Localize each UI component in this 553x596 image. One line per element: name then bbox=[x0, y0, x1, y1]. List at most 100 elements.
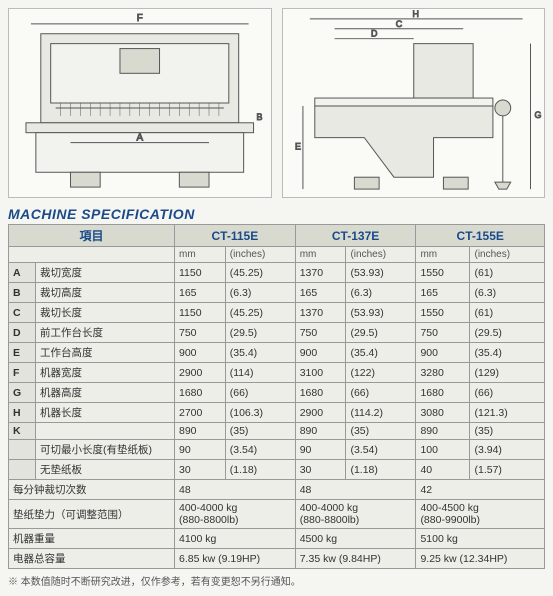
row-label: 工作台高度 bbox=[36, 343, 175, 363]
item-header: 項目 bbox=[9, 225, 175, 247]
value-cell: 400-4000 kg(880-8800lb) bbox=[295, 500, 416, 529]
table-row: 可切最小长度(有垫纸板)90(3.54)90(3.54)100(3.94) bbox=[9, 440, 545, 460]
value-in: (6.3) bbox=[470, 283, 545, 303]
value-in: (53.93) bbox=[346, 263, 416, 283]
value-mm: 2900 bbox=[295, 403, 346, 423]
svg-text:A: A bbox=[136, 133, 143, 144]
value-cell: 48 bbox=[295, 480, 416, 500]
value-mm: 1370 bbox=[295, 263, 346, 283]
table-row: D前工作台长度750(29.5)750(29.5)750(29.5) bbox=[9, 323, 545, 343]
value-cell: 6.85 kw (9.19HP) bbox=[175, 549, 296, 569]
value-mm: 1550 bbox=[416, 263, 470, 283]
value-mm: 900 bbox=[295, 343, 346, 363]
svg-text:C: C bbox=[395, 19, 402, 29]
value-cell: 42 bbox=[416, 480, 545, 500]
model-header-1: CT-137E bbox=[295, 225, 416, 247]
value-mm: 750 bbox=[175, 323, 226, 343]
row-letter: K bbox=[9, 423, 36, 440]
value-cell: 4100 kg bbox=[175, 529, 296, 549]
value-in: (35) bbox=[225, 423, 295, 440]
row-letter: E bbox=[9, 343, 36, 363]
value-in: (1.18) bbox=[225, 460, 295, 480]
svg-text:F: F bbox=[137, 13, 143, 24]
row-label: 无垫纸板 bbox=[36, 460, 175, 480]
row-letter: F bbox=[9, 363, 36, 383]
value-mm: 3280 bbox=[416, 363, 470, 383]
value-mm: 3080 bbox=[416, 403, 470, 423]
row-label: 机器长度 bbox=[36, 403, 175, 423]
row-label: 机器高度 bbox=[36, 383, 175, 403]
row-letter: C bbox=[9, 303, 36, 323]
footnote: ※ 本数值随时不断研究改进，仅作参考，若有变更恕不另行通知。 bbox=[8, 573, 545, 588]
table-row: 电器总容量6.85 kw (9.19HP)7.35 kw (9.84HP)9.2… bbox=[9, 549, 545, 569]
value-mm: 900 bbox=[416, 343, 470, 363]
value-in: (3.94) bbox=[470, 440, 545, 460]
model-header-2: CT-155E bbox=[416, 225, 545, 247]
value-in: (3.54) bbox=[346, 440, 416, 460]
row-label: 裁切高度 bbox=[36, 283, 175, 303]
value-in: (53.93) bbox=[346, 303, 416, 323]
value-mm: 30 bbox=[175, 460, 226, 480]
row-letter: B bbox=[9, 283, 36, 303]
value-cell: 4500 kg bbox=[295, 529, 416, 549]
value-mm: 750 bbox=[295, 323, 346, 343]
value-in: (129) bbox=[470, 363, 545, 383]
table-row: 每分钟裁切次数484842 bbox=[9, 480, 545, 500]
row-label: 裁切宽度 bbox=[36, 263, 175, 283]
technical-diagrams: F bbox=[8, 8, 545, 198]
table-row: H机器长度2700(106.3)2900(114.2)3080(121.3) bbox=[9, 403, 545, 423]
value-in: (29.5) bbox=[346, 323, 416, 343]
value-mm: 890 bbox=[416, 423, 470, 440]
row-label: 电器总容量 bbox=[9, 549, 175, 569]
value-mm: 2700 bbox=[175, 403, 226, 423]
value-mm: 1150 bbox=[175, 303, 226, 323]
row-label: 裁切长度 bbox=[36, 303, 175, 323]
value-mm: 1680 bbox=[295, 383, 346, 403]
svg-text:G: G bbox=[534, 110, 541, 120]
value-in: (121.3) bbox=[470, 403, 545, 423]
value-cell: 5100 kg bbox=[416, 529, 545, 549]
value-in: (1.57) bbox=[470, 460, 545, 480]
value-in: (29.5) bbox=[470, 323, 545, 343]
value-in: (29.5) bbox=[225, 323, 295, 343]
value-cell: 48 bbox=[175, 480, 296, 500]
value-cell: 7.35 kw (9.84HP) bbox=[295, 549, 416, 569]
value-in: (114) bbox=[225, 363, 295, 383]
row-letter: A bbox=[9, 263, 36, 283]
value-in: (61) bbox=[470, 303, 545, 323]
table-row: K890(35)890(35)890(35) bbox=[9, 423, 545, 440]
value-mm: 890 bbox=[175, 423, 226, 440]
value-in: (61) bbox=[470, 263, 545, 283]
value-in: (1.18) bbox=[346, 460, 416, 480]
value-mm: 165 bbox=[416, 283, 470, 303]
value-in: (35) bbox=[470, 423, 545, 440]
value-mm: 30 bbox=[295, 460, 346, 480]
value-in: (122) bbox=[346, 363, 416, 383]
value-mm: 2900 bbox=[175, 363, 226, 383]
row-label: 垫纸垫力（可调整范围） bbox=[9, 500, 175, 529]
value-mm: 1680 bbox=[416, 383, 470, 403]
value-in: (35.4) bbox=[470, 343, 545, 363]
value-in: (45.25) bbox=[225, 303, 295, 323]
row-letter bbox=[9, 440, 36, 460]
value-in: (35) bbox=[346, 423, 416, 440]
table-row: C裁切长度1150(45.25)1370(53.93)1550(61) bbox=[9, 303, 545, 323]
front-view-diagram: F bbox=[8, 8, 272, 198]
table-row: B裁切高度165(6.3)165(6.3)165(6.3) bbox=[9, 283, 545, 303]
row-label: 每分钟裁切次数 bbox=[9, 480, 175, 500]
row-label: 机器重量 bbox=[9, 529, 175, 549]
value-mm: 900 bbox=[175, 343, 226, 363]
value-cell: 400-4500 kg(880-9900lb) bbox=[416, 500, 545, 529]
svg-text:E: E bbox=[295, 142, 301, 152]
value-mm: 40 bbox=[416, 460, 470, 480]
unit-in-0: (inches) bbox=[225, 247, 295, 263]
table-row: F机器宽度2900(114)3100(122)3280(129) bbox=[9, 363, 545, 383]
table-row: 机器重量4100 kg4500 kg5100 kg bbox=[9, 529, 545, 549]
value-mm: 90 bbox=[295, 440, 346, 460]
value-mm: 90 bbox=[175, 440, 226, 460]
value-cell: 400-4000 kg(880-8800lb) bbox=[175, 500, 296, 529]
table-row: 垫纸垫力（可调整范围）400-4000 kg(880-8800lb)400-40… bbox=[9, 500, 545, 529]
value-in: (35.4) bbox=[225, 343, 295, 363]
unit-in-1: (inches) bbox=[346, 247, 416, 263]
value-in: (6.3) bbox=[346, 283, 416, 303]
